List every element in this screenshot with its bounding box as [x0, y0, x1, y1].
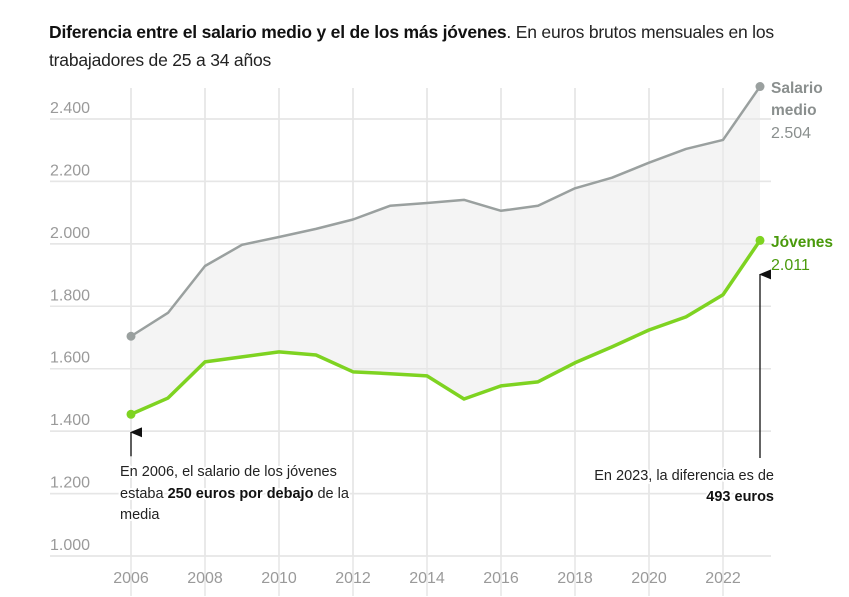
- data-point-jovenes: [126, 409, 136, 419]
- series-lines: [126, 82, 765, 419]
- data-point-salario-medio: [755, 82, 765, 92]
- annotation-2006-line2-bold: 250 euros por debajo: [168, 486, 314, 502]
- x-tick-label: 2016: [483, 570, 519, 587]
- annotation-2006-line1: En 2006, el salario de los jóvenes: [120, 464, 337, 480]
- label-salario-medio-value: 2.504: [771, 125, 811, 142]
- series-line-salario-medio: [129, 85, 762, 338]
- label-jovenes: Jóvenes: [771, 234, 833, 251]
- y-tick-label: 2.200: [50, 162, 90, 179]
- label-jovenes-value: 2.011: [771, 257, 810, 274]
- gap-area: [50, 86, 771, 557]
- x-tick-label: 2012: [335, 570, 371, 587]
- x-tick-label: 2006: [113, 570, 149, 587]
- x-tick-label: 2010: [261, 570, 297, 587]
- label-salario-medio-line2: medio: [771, 102, 817, 119]
- chart-subtitle: . En euros brutos mensuales en los traba…: [49, 22, 774, 70]
- series-line-jovenes: [129, 238, 762, 417]
- legend-jovenes: Jóvenes 2.011: [771, 234, 833, 274]
- y-tick-label: 1.400: [50, 412, 90, 429]
- data-point-salario-medio: [126, 331, 136, 341]
- x-tick-label: 2020: [631, 570, 667, 587]
- y-tick-label: 2.400: [50, 100, 90, 117]
- x-tick-label: 2018: [557, 570, 593, 587]
- annotation-2006-line3: media: [120, 507, 160, 523]
- legend-salario-medio: Salario medio 2.504: [771, 80, 823, 142]
- annotation-2023-line2: 493 euros: [706, 489, 774, 505]
- annotation-2023: En 2023, la diferencia es de 493 euros: [592, 269, 776, 507]
- annotation-2023-line1: En 2023, la diferencia es de: [594, 468, 774, 484]
- y-tick-label: 1.000: [50, 537, 90, 554]
- gap-fill-area: [131, 86, 760, 415]
- label-salario-medio-line1: Salario: [771, 80, 823, 97]
- y-tick-label: 1.800: [50, 287, 90, 304]
- x-tick-label: 2014: [409, 570, 445, 587]
- x-axis-labels: 2006 2008 2010 2012 2014 2016 2018 2020 2022: [113, 570, 741, 587]
- annotation-2006-line2: estaba 250 euros por debajo de la: [120, 486, 350, 502]
- x-tick-label: 2022: [705, 570, 741, 587]
- annotation-2006-line2-pre: estaba: [120, 486, 168, 502]
- y-tick-label: 2.000: [50, 225, 90, 242]
- chart-title: Diferencia entre el salario medio y el d…: [49, 18, 839, 74]
- data-point-jovenes: [755, 235, 765, 245]
- y-axis-labels: 1.000 1.200 1.400 1.600 1.800 2.000 2.200 2.400: [50, 100, 90, 554]
- x-tick-label: 2008: [187, 570, 223, 587]
- y-tick-label: 1.200: [50, 475, 90, 492]
- annotation-2006: En 2006, el salario de los jóvenes estab…: [118, 427, 352, 525]
- chart-title-bold: Diferencia entre el salario medio y el d…: [49, 22, 507, 42]
- annotation-2006-line2-post: de la: [313, 486, 349, 502]
- y-tick-label: 1.600: [50, 350, 90, 367]
